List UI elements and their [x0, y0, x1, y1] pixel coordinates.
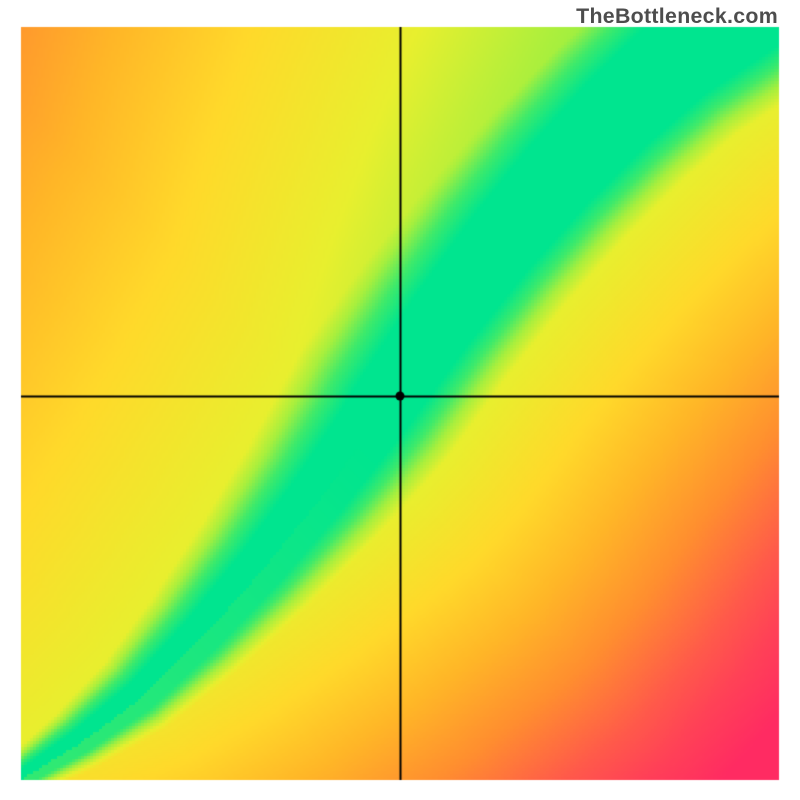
watermark-label: TheBottleneck.com	[576, 4, 778, 28]
watermark-text: TheBottleneck.com	[576, 4, 778, 29]
bottleneck-heatmap	[0, 0, 800, 800]
chart-container: TheBottleneck.com	[0, 0, 800, 800]
